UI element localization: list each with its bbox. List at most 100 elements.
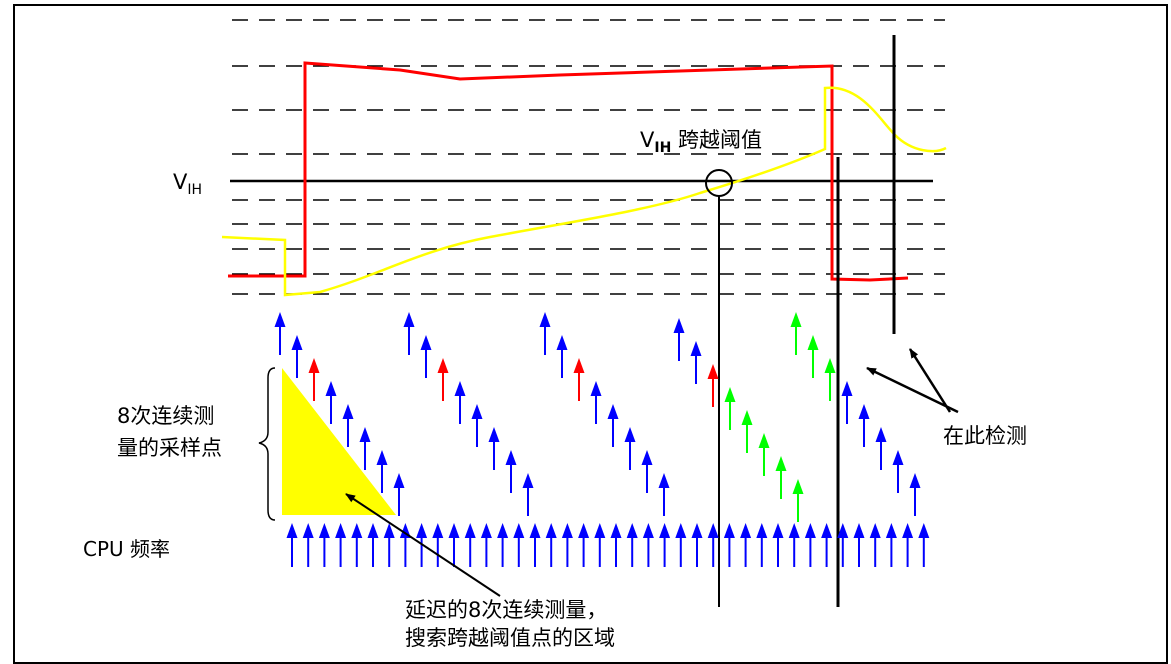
sample-arrow-2-7 xyxy=(505,450,517,493)
delay-pointer-arrow xyxy=(345,493,501,597)
sample-arrow-1-8 xyxy=(393,473,405,516)
sample-arrow-5-2 xyxy=(807,335,819,378)
sample-arrow-3-1 xyxy=(539,312,551,355)
vih-label-main: V xyxy=(173,170,188,194)
sample-arrow-3-2 xyxy=(556,335,568,378)
sample-arrow-5-4 xyxy=(841,381,853,424)
cpu-clock-arrow-9 xyxy=(416,523,428,567)
cpu-clock-arrow-23 xyxy=(642,523,654,567)
cpu-clock-arrow-18 xyxy=(561,523,573,567)
detect-here-label: 在此检测 xyxy=(943,424,1027,448)
cpu-clock-arrow-13 xyxy=(480,523,492,567)
sample-arrow-5-3 xyxy=(824,358,836,401)
cpu-clock-arrows xyxy=(286,523,930,567)
sample-arrow-3-5 xyxy=(607,404,619,447)
sample-arrow-3-7 xyxy=(641,450,653,493)
cpu-clock-arrow-16 xyxy=(529,523,541,567)
sample-arrow-1-1 xyxy=(274,312,286,355)
sample-arrow-1-3 xyxy=(308,358,320,401)
cpu-clock-arrow-32 xyxy=(788,523,800,567)
cpu-clock-arrow-38 xyxy=(885,523,897,567)
cpu-clock-arrow-26 xyxy=(691,523,703,567)
cpu-clock-arrow-12 xyxy=(464,523,476,567)
yellow-signal-waveform xyxy=(221,86,947,297)
sample-arrow-4-1 xyxy=(673,318,685,361)
sample-arrow-4-7 xyxy=(775,456,787,499)
cpu-clock-arrow-4 xyxy=(335,523,347,567)
sample-arrow-1-5 xyxy=(342,404,354,447)
cpu-clock-arrow-28 xyxy=(723,523,735,567)
cpu-clock-arrow-20 xyxy=(594,523,606,567)
sample-arrows xyxy=(274,312,921,522)
sample-arrow-1-2 xyxy=(291,335,303,378)
cpu-clock-arrow-34 xyxy=(821,523,833,567)
crossing-threshold-label: VIH 跨越阈值 xyxy=(640,128,762,156)
sample-arrow-4-5 xyxy=(741,410,753,453)
cpu-clock-arrow-21 xyxy=(610,523,622,567)
cpu-clock-arrow-30 xyxy=(756,523,768,567)
crossing-label-rest: 跨越阈值 xyxy=(671,128,762,152)
delay-label-line2: 搜索跨越阈值点的区域 xyxy=(405,626,615,650)
cpu-clock-arrow-31 xyxy=(772,523,784,567)
samples-brace xyxy=(258,367,276,521)
sample-arrow-4-8 xyxy=(792,479,804,522)
cpu-clock-arrow-19 xyxy=(578,523,590,567)
detect-pointer-arrow-1 xyxy=(866,366,959,414)
sample-arrow-5-8 xyxy=(909,473,921,516)
detect-pointer-arrow-2 xyxy=(908,348,952,413)
red-signal-waveform xyxy=(228,61,909,282)
sample-arrow-5-7 xyxy=(892,450,904,493)
cpu-clock-arrow-11 xyxy=(448,523,460,567)
cpu-clock-arrow-37 xyxy=(869,523,881,567)
cpu-clock-arrow-17 xyxy=(545,523,557,567)
delay-label-line1: 延迟的8次连续测量， xyxy=(405,598,607,622)
cpu-clock-arrow-33 xyxy=(804,523,816,567)
cpu-clock-arrow-1 xyxy=(286,523,298,567)
cpu-clock-arrow-2 xyxy=(302,523,314,567)
samples-label-line1: 8次连续测 xyxy=(117,404,214,428)
sample-arrow-4-4 xyxy=(724,387,736,430)
sample-arrow-3-4 xyxy=(590,381,602,424)
sample-arrow-3-3 xyxy=(573,358,585,401)
cpu-clock-arrow-3 xyxy=(318,523,330,567)
cpu-clock-arrow-7 xyxy=(383,523,395,567)
cpu-clock-arrow-35 xyxy=(837,523,849,567)
measurement-window-triangle xyxy=(282,368,396,515)
cpu-clock-arrow-29 xyxy=(740,523,752,567)
sample-arrow-2-5 xyxy=(471,404,483,447)
sample-arrow-2-3 xyxy=(437,358,449,401)
cpu-clock-arrow-14 xyxy=(497,523,509,567)
sample-arrow-1-7 xyxy=(376,450,388,493)
cpu-clock-arrow-10 xyxy=(432,523,444,567)
sample-arrow-2-2 xyxy=(420,335,432,378)
sample-arrow-5-6 xyxy=(875,427,887,470)
cpu-clock-arrow-24 xyxy=(659,523,671,567)
cpu-clock-arrow-25 xyxy=(675,523,687,567)
sample-arrow-3-8 xyxy=(658,473,670,516)
vih-label: VIH xyxy=(173,170,202,198)
sample-arrow-3-6 xyxy=(624,427,636,470)
sample-arrow-1-6 xyxy=(359,427,371,470)
sample-arrow-2-6 xyxy=(488,427,500,470)
sample-arrow-5-5 xyxy=(858,404,870,447)
sample-arrow-2-4 xyxy=(454,381,466,424)
sample-arrow-4-3 xyxy=(707,364,719,407)
crossing-label-main: V xyxy=(640,128,655,152)
cpu-clock-arrow-27 xyxy=(707,523,719,567)
cpu-clock-arrow-22 xyxy=(626,523,638,567)
cpu-clock-arrow-5 xyxy=(351,523,363,567)
sample-arrow-5-1 xyxy=(790,312,802,355)
sample-arrow-2-1 xyxy=(403,312,415,355)
cpu-clock-arrow-6 xyxy=(367,523,379,567)
vih-label-sub: IH xyxy=(187,182,202,198)
crossing-label-sub: IH xyxy=(654,140,671,156)
sample-arrow-4-6 xyxy=(758,433,770,476)
cpu-clock-arrow-15 xyxy=(513,523,525,567)
cpu-clock-arrow-40 xyxy=(918,523,930,567)
samples-label-line2: 量的采样点 xyxy=(117,436,222,460)
sample-arrow-4-2 xyxy=(690,341,702,384)
cpu-clock-arrow-39 xyxy=(902,523,914,567)
cpu-clock-arrow-36 xyxy=(853,523,865,567)
cpu-frequency-label: CPU 频率 xyxy=(83,537,170,561)
